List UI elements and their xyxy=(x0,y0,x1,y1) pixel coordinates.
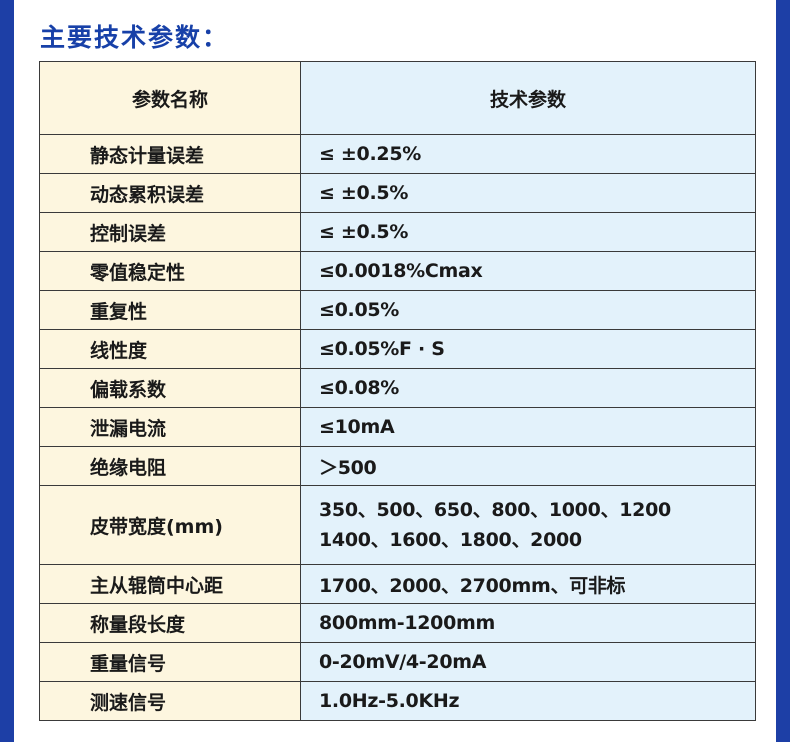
row-value: 1700、2000、2700mm、可非标 xyxy=(300,564,756,604)
table-row: 泄漏电流 ≤10mA xyxy=(39,407,756,447)
table-row: 偏载系数 ≤0.08% xyxy=(39,368,756,408)
table-row: 静态计量误差 ≤ ±0.25% xyxy=(39,134,756,174)
row-name: 主从辊筒中心距 xyxy=(39,564,301,604)
table-row: 重复性 ≤0.05% xyxy=(39,290,756,330)
table-row: 零值稳定性 ≤0.0018%Cmax xyxy=(39,251,756,291)
row-name: 动态累积误差 xyxy=(39,173,301,213)
table-row: 主从辊筒中心距 1700、2000、2700mm、可非标 xyxy=(39,564,756,604)
row-name: 零值稳定性 xyxy=(39,251,301,291)
row-name: 线性度 xyxy=(39,329,301,369)
header-parameter-name: 参数名称 xyxy=(39,61,301,135)
row-value: ≤0.05%F · S xyxy=(300,329,756,369)
table-row: 称量段长度 800mm-1200mm xyxy=(39,603,756,643)
left-border-bar xyxy=(0,0,14,742)
row-name: 静态计量误差 xyxy=(39,134,301,174)
right-border-bar xyxy=(776,0,790,742)
row-value-line-2: 1400、1600、1800、2000 xyxy=(319,529,582,551)
row-value: 350、500、650、800、1000、1200 1400、1600、1800… xyxy=(300,485,756,565)
table-row: 线性度 ≤0.05%F · S xyxy=(39,329,756,369)
row-value-line-1: 350、500、650、800、1000、1200 xyxy=(319,499,671,521)
row-value: ≤0.08% xyxy=(300,368,756,408)
row-name: 称量段长度 xyxy=(39,603,301,643)
table-row: 皮带宽度(mm) 350、500、650、800、1000、1200 1400、… xyxy=(39,485,756,565)
table-row: 测速信号 1.0Hz-5.0KHz xyxy=(39,681,756,721)
table-row: 控制误差 ≤ ±0.5% xyxy=(39,212,756,252)
row-value: 1.0Hz-5.0KHz xyxy=(300,681,756,721)
row-name: 泄漏电流 xyxy=(39,407,301,447)
row-value: 800mm-1200mm xyxy=(300,603,756,643)
row-value: ≤0.0018%Cmax xyxy=(300,251,756,291)
row-name: 控制误差 xyxy=(39,212,301,252)
row-value: ≤ ±0.5% xyxy=(300,212,756,252)
table-row: 重量信号 0-20mV/4-20mA xyxy=(39,642,756,682)
header-parameter-value: 技术参数 xyxy=(300,61,756,135)
row-value: ≤ ±0.5% xyxy=(300,173,756,213)
row-name: 测速信号 xyxy=(39,681,301,721)
row-name: 重量信号 xyxy=(39,642,301,682)
row-value: ≤ ±0.25% xyxy=(300,134,756,174)
row-name: 重复性 xyxy=(39,290,301,330)
row-value: 0-20mV/4-20mA xyxy=(300,642,756,682)
table-row: 动态累积误差 ≤ ±0.5% xyxy=(39,173,756,213)
table-row: 绝缘电阻 ＞500 xyxy=(39,446,756,486)
row-name: 绝缘电阻 xyxy=(39,446,301,486)
row-name: 偏载系数 xyxy=(39,368,301,408)
table-header-row: 参数名称 技术参数 xyxy=(39,61,756,135)
row-value: ≤0.05% xyxy=(300,290,756,330)
page-heading: 主要技术参数： xyxy=(40,23,230,52)
parameters-table: 参数名称 技术参数 静态计量误差 ≤ ±0.25% 动态累积误差 ≤ ±0.5%… xyxy=(39,61,756,721)
row-value: ＞500 xyxy=(300,446,756,486)
row-name: 皮带宽度(mm) xyxy=(39,485,301,565)
row-value: ≤10mA xyxy=(300,407,756,447)
